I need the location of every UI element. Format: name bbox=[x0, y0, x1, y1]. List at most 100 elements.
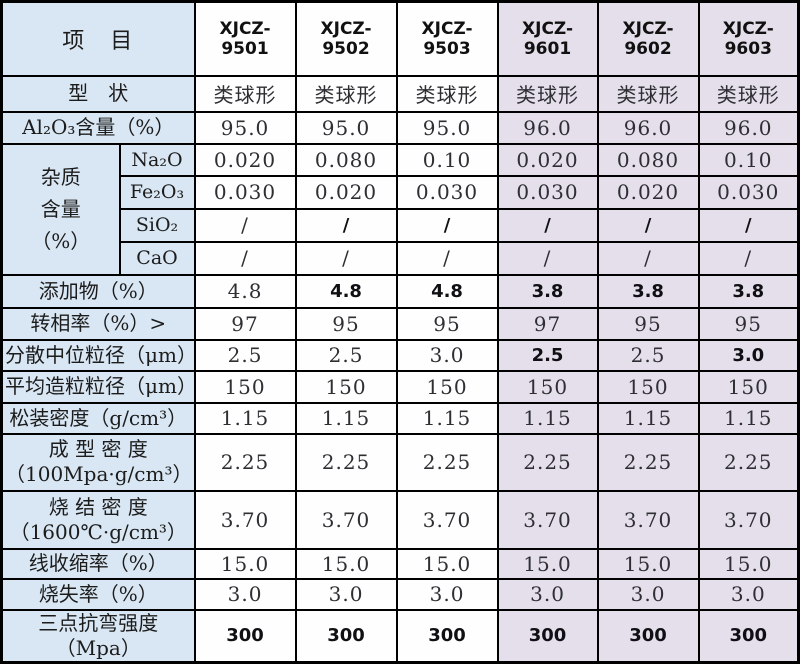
table-cell: 15.0 bbox=[193, 547, 297, 580]
row-sublabel: CaO bbox=[118, 240, 196, 276]
table-cell: 2.5 bbox=[596, 338, 700, 372]
table-cell: 0.030 bbox=[496, 174, 599, 210]
table-cell: 15.0 bbox=[596, 547, 700, 580]
table-row: CaO / / / / / / bbox=[2, 240, 800, 276]
table-cell: 1.15 bbox=[294, 401, 398, 435]
table-row: SiO₂ / / / / / / bbox=[2, 207, 800, 243]
table-row: Al₂O₃含量（%） 95.0 95.0 95.0 96.0 96.0 96.0 bbox=[0, 110, 800, 145]
table-cell: 4.8 bbox=[193, 273, 297, 309]
table-cell: 4.8 bbox=[395, 273, 499, 309]
table-cell: 2.25 bbox=[697, 432, 800, 492]
table-cell: / bbox=[697, 240, 800, 276]
table-cell: 类球形 bbox=[596, 74, 700, 113]
table-cell: 0.10 bbox=[697, 142, 800, 177]
table-cell: 95 bbox=[697, 306, 800, 341]
column-header-product: XJCZ-9501 bbox=[193, 0, 297, 77]
table-cell: / bbox=[496, 207, 599, 243]
table-cell: 1.15 bbox=[697, 401, 800, 435]
table-cell: 96.0 bbox=[496, 110, 599, 145]
table-cell: 150 bbox=[395, 369, 499, 404]
column-header-product: XJCZ-9601 bbox=[496, 0, 599, 77]
row-label: 成 型 密 度 （100Mpa·g/cm³） bbox=[0, 432, 196, 492]
table-cell: / bbox=[294, 207, 398, 243]
table-row: 分散中位粒径（μm） 2.5 2.5 3.0 2.5 2.5 3.0 bbox=[0, 338, 800, 372]
table-cell: 300 bbox=[395, 608, 499, 663]
table-cell: 3.70 bbox=[697, 489, 800, 550]
table-cell: 95 bbox=[395, 306, 499, 341]
table-cell: 15.0 bbox=[697, 547, 800, 580]
table-cell: 3.0 bbox=[697, 338, 800, 372]
table-cell: 300 bbox=[496, 608, 599, 663]
table-cell: 3.0 bbox=[395, 338, 499, 372]
table-cell: 类球形 bbox=[193, 74, 297, 113]
table-cell: 300 bbox=[294, 608, 398, 663]
table-cell: 95.0 bbox=[395, 110, 499, 145]
table-cell: 3.70 bbox=[496, 489, 599, 550]
row-label: 三点抗弯强度（Mpa） bbox=[0, 608, 196, 663]
column-header-product: XJCZ-9502 bbox=[294, 0, 398, 77]
table-row: 转相率（%）> 97 95 95 97 95 95 bbox=[0, 306, 800, 341]
spec-table-body: 型 状类球形 类球形 类球形 类球形 类球形 类球形 Al₂O₃含量（%） 95.0 95.0 9… bbox=[0, 74, 800, 663]
table-cell: 15.0 bbox=[294, 547, 398, 580]
table-row: 成 型 密 度 （100Mpa·g/cm³） 2.25 2.25 2.25 2.25 2.… bbox=[0, 432, 800, 492]
table-cell: 类球形 bbox=[697, 74, 800, 113]
table-cell: 95 bbox=[596, 306, 700, 341]
table-cell: 0.020 bbox=[596, 174, 700, 210]
table-row: 线收缩率（%） 15.0 15.0 15.0 15.0 15.0 15.0 bbox=[0, 547, 800, 580]
row-sublabel: SiO₂ bbox=[118, 207, 196, 243]
table-cell: 1.15 bbox=[496, 401, 599, 435]
row-sublabel: Na₂O bbox=[118, 142, 196, 177]
table-cell: 3.0 bbox=[697, 577, 800, 611]
table-row: 杂质 含量 （%） Na₂O 0.020 0.080 0.10 0.020 0.080 0.1… bbox=[0, 142, 800, 276]
row-sublabel: Fe₂O₃ bbox=[118, 174, 196, 210]
table-cell: 3.8 bbox=[596, 273, 700, 309]
table-cell: / bbox=[697, 207, 800, 243]
table-cell: 类球形 bbox=[395, 74, 499, 113]
table-cell: 150 bbox=[496, 369, 599, 404]
table-cell: 0.020 bbox=[193, 142, 297, 177]
table-cell: 3.0 bbox=[294, 577, 398, 611]
row-label: 烧失率（%） bbox=[0, 577, 196, 611]
header-row: 项 目 XJCZ-9501 XJCZ-9502 XJCZ-9503 XJCZ-9… bbox=[0, 0, 800, 77]
table-cell: 2.5 bbox=[193, 338, 297, 372]
table-cell: 2.25 bbox=[294, 432, 398, 492]
table-cell: 300 bbox=[596, 608, 700, 663]
table-cell: / bbox=[193, 207, 297, 243]
table-cell: / bbox=[395, 240, 499, 276]
table-cell: / bbox=[596, 207, 700, 243]
table-cell: 3.8 bbox=[697, 273, 800, 309]
item-column-header: 项 目 bbox=[0, 0, 196, 77]
table-row: 平均造粒粒径（μm） 150 150 150 150 150 150 bbox=[0, 369, 800, 404]
row-label: 型 状 bbox=[0, 74, 196, 113]
table-cell: 2.25 bbox=[596, 432, 700, 492]
table-row: 三点抗弯强度（Mpa） 300 300 300 300 300 300 bbox=[0, 608, 800, 663]
table-cell: / bbox=[395, 207, 499, 243]
table-cell: / bbox=[294, 240, 398, 276]
table-cell: 3.0 bbox=[496, 577, 599, 611]
table-cell: 0.020 bbox=[496, 142, 599, 177]
table-cell: 1.15 bbox=[395, 401, 499, 435]
row-label: 转相率（%）> bbox=[0, 306, 196, 341]
column-header-product: XJCZ-9503 bbox=[395, 0, 499, 77]
row-label: 平均造粒粒径（μm） bbox=[0, 369, 196, 404]
table-cell: 15.0 bbox=[395, 547, 499, 580]
table-cell: 3.0 bbox=[395, 577, 499, 611]
table-cell: 2.25 bbox=[496, 432, 599, 492]
table-cell: 2.5 bbox=[496, 338, 599, 372]
table-cell: 2.5 bbox=[294, 338, 398, 372]
table-cell: 300 bbox=[697, 608, 800, 663]
table-cell: 3.70 bbox=[193, 489, 297, 550]
table-row: 烧 结 密 度 （1600℃·g/cm³） 3.70 3.70 3.70 3.70 3.7… bbox=[0, 489, 800, 550]
table-cell: 95 bbox=[294, 306, 398, 341]
table-cell: 96.0 bbox=[596, 110, 700, 145]
table-row: 松装密度（g/cm³） 1.15 1.15 1.15 1.15 1.15 1.15 bbox=[0, 401, 800, 435]
row-label: 松装密度（g/cm³） bbox=[0, 401, 196, 435]
table-cell: / bbox=[496, 240, 599, 276]
column-header-product: XJCZ-9603 bbox=[697, 0, 800, 77]
table-cell: 96.0 bbox=[697, 110, 800, 145]
table-cell: 2.25 bbox=[193, 432, 297, 492]
column-header-product: XJCZ-9602 bbox=[596, 0, 700, 77]
table-cell: 95.0 bbox=[193, 110, 297, 145]
